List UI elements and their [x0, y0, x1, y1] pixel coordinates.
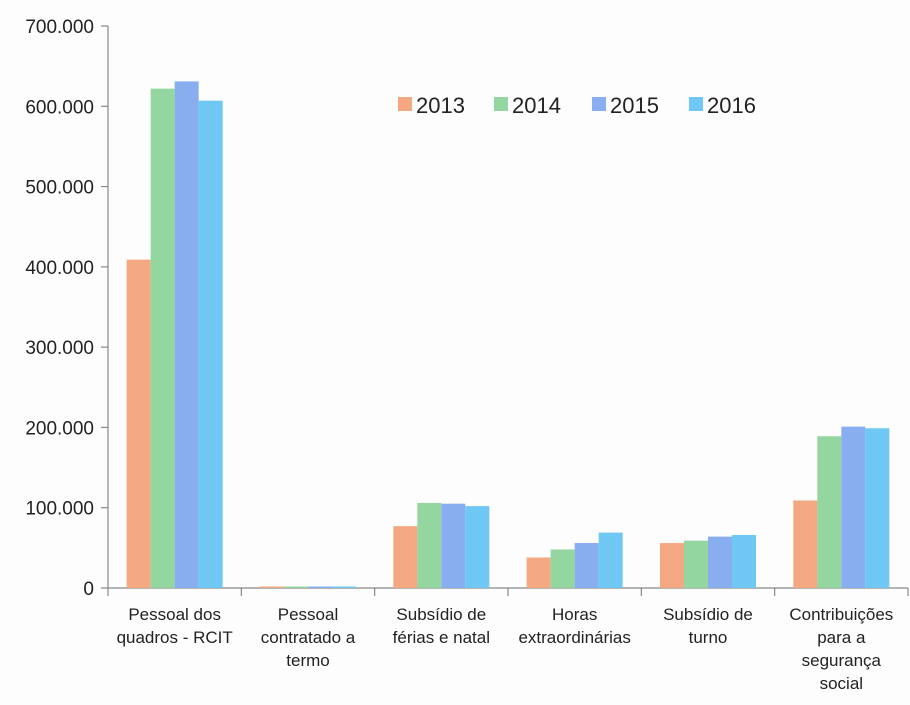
bar-2015-5: [708, 536, 732, 588]
legend-swatch-2013: [398, 97, 412, 111]
y-tick-label: 300.000: [25, 338, 94, 359]
x-tick-label: segurança: [802, 651, 882, 670]
legend-label-2016: 2016: [707, 93, 756, 118]
y-tick-label: 400.000: [25, 258, 94, 279]
bar-2015-6: [841, 426, 866, 588]
bar-2014-6: [817, 436, 842, 588]
legend-label-2013: 2013: [416, 93, 465, 118]
x-tick-label: extraordinárias: [518, 628, 630, 647]
bar-2013-1: [126, 259, 151, 588]
bar-2013-4: [526, 557, 551, 588]
x-tick-label: termo: [286, 651, 329, 670]
bar-2014-2: [284, 586, 308, 588]
bar-2015-2: [308, 586, 332, 588]
x-tick-label: Contribuições: [789, 605, 893, 624]
y-tick-label: 0: [83, 579, 94, 600]
bar-2013-5: [660, 543, 684, 588]
bar-2013-2: [260, 586, 284, 588]
legend-swatch-2016: [689, 97, 703, 111]
x-tick-label: contratado a: [261, 628, 356, 647]
y-tick-label: 500.000: [25, 178, 94, 199]
x-tick-label: para a: [817, 628, 866, 647]
bar-2015-1: [174, 81, 199, 588]
bar-2015-4: [574, 543, 599, 588]
bar-2014-4: [550, 549, 575, 588]
bar-2016-3: [465, 506, 490, 588]
x-tick-label: Pessoal: [278, 605, 338, 624]
legend-label-2014: 2014: [512, 93, 561, 118]
x-tick-label: social: [820, 674, 863, 693]
x-tick-label: Subsídio de: [396, 605, 486, 624]
bar-2013-3: [393, 526, 418, 588]
bar-2013-6: [793, 500, 818, 588]
legend-label-2015: 2015: [610, 93, 659, 118]
y-tick-label: 100.000: [25, 499, 94, 520]
x-tick-label: quadros - RCIT: [117, 628, 233, 647]
bar-2016-6: [865, 428, 890, 588]
bar-2015-3: [441, 503, 466, 588]
y-tick-label: 600.000: [25, 97, 94, 118]
bar-2016-4: [598, 532, 623, 588]
bar-2016-2: [332, 586, 356, 588]
y-tick-label: 200.000: [25, 418, 94, 439]
x-tick-label: férias e natal: [393, 628, 490, 647]
bar-2016-5: [732, 535, 756, 588]
x-tick-label: Subsídio de: [663, 605, 753, 624]
x-tick-label: turno: [689, 628, 728, 647]
bar-2014-1: [150, 88, 175, 588]
bar-2014-3: [417, 502, 442, 588]
bar-2014-5: [684, 540, 708, 588]
bar-2016-1: [198, 100, 223, 588]
x-tick-label: Horas: [552, 605, 597, 624]
legend-swatch-2014: [494, 97, 508, 111]
x-tick-label: Pessoal dos: [128, 605, 221, 624]
legend-swatch-2015: [592, 97, 606, 111]
y-tick-label: 700.000: [25, 17, 94, 38]
